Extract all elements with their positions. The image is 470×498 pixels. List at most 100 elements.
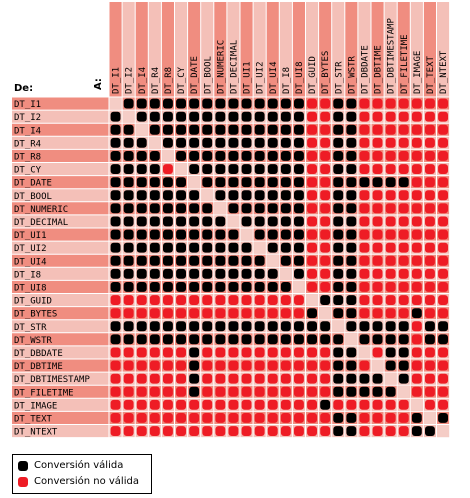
- col-header-dt_ui4: DT_UI4: [269, 61, 279, 94]
- valid-cell-dt_ui4-to-dt_cy: [176, 255, 186, 266]
- invalid-cell-dt_r8-to-dt_text: [425, 151, 435, 161]
- row-header-dt_filetime: DT_FILETIME: [14, 388, 74, 398]
- valid-cell-dt_ui4-to-dt_decimal: [228, 255, 239, 266]
- to-label: A:: [93, 78, 104, 90]
- valid-cell-dt_r4-to-dt_decimal: [228, 137, 239, 148]
- invalid-cell-dt_date-to-dt_text: [425, 177, 435, 188]
- valid-cell-dt_dbtimestamp-to-dt_str: [333, 373, 344, 384]
- valid-cell-dt_ui8-to-dt_str: [333, 282, 344, 292]
- valid-cell-dt_i1-to-dt_decimal: [228, 98, 239, 109]
- invalid-cell-dt_text-to-dt_date: [189, 413, 200, 423]
- valid-cell-dt_str-to-dt_dbtime: [372, 321, 383, 332]
- valid-cell-dt_r8-to-dt_bool: [202, 151, 213, 161]
- valid-cell-dt_cy-to-dt_i8: [280, 164, 291, 174]
- valid-cell-dt_ui1-to-dt_i1: [110, 229, 121, 240]
- diagonal-cell: [201, 189, 214, 202]
- invalid-cell-dt_ui8-to-dt_filetime: [398, 282, 409, 292]
- valid-cell-dt_ui2-to-dt_ui4: [267, 242, 278, 253]
- valid-cell-dt_r4-to-dt_numeric: [215, 137, 226, 148]
- invalid-cell-dt_ui4-to-dt_image: [411, 255, 422, 266]
- invalid-cell-dt_bytes-to-dt_dbtimestamp: [385, 308, 396, 319]
- invalid-cell-dt_ntext-to-dt_ui8: [294, 426, 304, 436]
- valid-cell-dt_str-to-dt_i8: [280, 321, 291, 332]
- row-header-dt_image: DT_IMAGE: [14, 401, 57, 411]
- valid-cell-dt_date-to-dt_dbdate: [359, 177, 370, 188]
- valid-cell-dt_i8-to-dt_decimal: [228, 268, 239, 279]
- col-header-dt_i2: DT_I2: [125, 67, 135, 94]
- valid-cell-dt_date-to-dt_decimal: [228, 177, 239, 188]
- valid-cell-dt_ui8-to-dt_i4: [136, 282, 147, 292]
- valid-cell-dt_bool-to-dt_ui1: [241, 190, 252, 201]
- invalid-cell-dt_dbtime-to-dt_cy: [176, 360, 186, 371]
- valid-cell-dt_filetime-to-dt_date: [189, 386, 200, 397]
- valid-cell-dt_ui8-to-dt_r8: [163, 282, 173, 292]
- valid-cell-dt_ui2-to-dt_numeric: [215, 242, 226, 253]
- invalid-cell-dt_bytes-to-dt_bool: [202, 308, 213, 319]
- valid-cell-dt_filetime-to-dt_wstr: [346, 386, 357, 397]
- valid-cell-dt_text-to-dt_image: [411, 413, 422, 423]
- valid-cell-dt_bool-to-dt_r8: [163, 190, 173, 201]
- row-header-dt_r8: DT_R8: [14, 153, 41, 163]
- invalid-cell-dt_ntext-to-dt_i1: [110, 426, 121, 436]
- col-header-dt_image: DT_IMAGE: [413, 51, 423, 94]
- invalid-cell-dt_i2-to-dt_ntext: [438, 111, 448, 122]
- valid-cell-dt_r4-to-dt_i1: [110, 137, 121, 148]
- invalid-cell-dt_filetime-to-dt_bool: [202, 386, 213, 397]
- invalid-cell-dt_bytes-to-dt_r8: [163, 308, 173, 319]
- valid-cell-dt_r4-to-dt_ui8: [294, 137, 304, 148]
- valid-cell-dt_wstr-to-dt_str: [333, 334, 344, 345]
- valid-cell-dt_date-to-dt_dbtime: [372, 177, 383, 188]
- row-header-dt_bool: DT_BOOL: [14, 192, 52, 202]
- valid-cell-dt_str-to-dt_text: [425, 321, 435, 332]
- invalid-cell-dt_filetime-to-dt_bytes: [320, 386, 331, 397]
- diagonal-cell: [437, 425, 450, 438]
- valid-cell-dt_ui8-to-dt_bool: [202, 282, 213, 292]
- invalid-cell-dt_image-to-dt_dbtimestamp: [385, 399, 396, 410]
- invalid-cell-dt_cy-to-dt_dbtime: [372, 164, 383, 174]
- invalid-cell-dt_text-to-dt_i8: [280, 413, 291, 423]
- invalid-cell-dt_r8-to-dt_filetime: [398, 151, 409, 161]
- invalid-cell-dt_bytes-to-dt_dbdate: [359, 308, 370, 319]
- invalid-cell-dt_dbdate-to-dt_i8: [280, 347, 291, 358]
- valid-cell-dt_ui2-to-dt_ui8: [294, 242, 304, 253]
- diagonal-cell: [345, 333, 358, 346]
- invalid-cell-dt_bool-to-dt_guid: [307, 190, 317, 201]
- invalid-cell-dt_r4-to-dt_filetime: [398, 137, 409, 148]
- valid-cell-dt_str-to-dt_filetime: [398, 321, 409, 332]
- valid-cell-dt_r4-to-dt_ui2: [254, 137, 265, 148]
- valid-cell-dt_i1-to-dt_cy: [176, 98, 186, 109]
- valid-cell-dt_r8-to-dt_i1: [110, 151, 121, 161]
- invalid-cell-dt_numeric-to-dt_text: [425, 203, 435, 214]
- invalid-cell-dt_image-to-dt_decimal: [228, 399, 239, 410]
- valid-cell-dt_ui2-to-dt_r8: [163, 242, 173, 253]
- valid-cell-dt_bytes-to-dt_str: [333, 308, 344, 319]
- col-header-dt_text: DT_TEXT: [426, 55, 436, 94]
- valid-cell-dt_i1-to-dt_ui2: [254, 98, 265, 109]
- invalid-cell-dt_dbtime-to-dt_r4: [149, 360, 160, 371]
- valid-cell-dt_r8-to-dt_i8: [280, 151, 291, 161]
- invalid-cell-dt_i4-to-dt_dbtimestamp: [385, 124, 396, 135]
- invalid-cell-dt_r8-to-dt_image: [411, 151, 422, 161]
- valid-cell-dt_ui4-to-dt_numeric: [215, 255, 226, 266]
- valid-cell-dt_ui2-to-dt_decimal: [228, 242, 239, 253]
- valid-cell-dt_ui4-to-dt_i2: [123, 255, 134, 266]
- valid-cell-dt_ui4-to-dt_ui8: [294, 255, 304, 266]
- invalid-cell-dt_bytes-to-dt_date: [189, 308, 200, 319]
- row-header-dt_i2: DT_I2: [14, 113, 41, 123]
- valid-cell-dt_r8-to-dt_date: [189, 151, 200, 161]
- valid-cell-dt_dbdate-to-dt_dbtimestamp: [385, 347, 396, 358]
- invalid-cell-dt_r4-to-dt_text: [425, 137, 435, 148]
- valid-cell-dt_date-to-dt_str: [333, 177, 344, 188]
- col-header-bg: [240, 2, 254, 97]
- invalid-cell-dt_dbtimestamp-to-dt_r8: [163, 373, 173, 384]
- invalid-cell-dt_text-to-dt_r4: [149, 413, 160, 423]
- invalid-cell-dt_dbdate-to-dt_text: [425, 347, 435, 358]
- invalid-cell-dt_bytes-to-dt_cy: [176, 308, 186, 319]
- invalid-cell-dt_dbtime-to-dt_numeric: [215, 360, 226, 371]
- invalid-cell-dt_dbdate-to-dt_dbtime: [372, 347, 383, 358]
- valid-cell-dt_ui8-to-dt_r4: [149, 282, 160, 292]
- valid-cell-dt_r4-to-dt_cy: [176, 137, 186, 148]
- invalid-cell-dt_i2-to-dt_filetime: [398, 111, 409, 122]
- invalid-cell-dt_image-to-dt_date: [189, 399, 200, 410]
- valid-cell-dt_decimal-to-dt_str: [333, 216, 344, 227]
